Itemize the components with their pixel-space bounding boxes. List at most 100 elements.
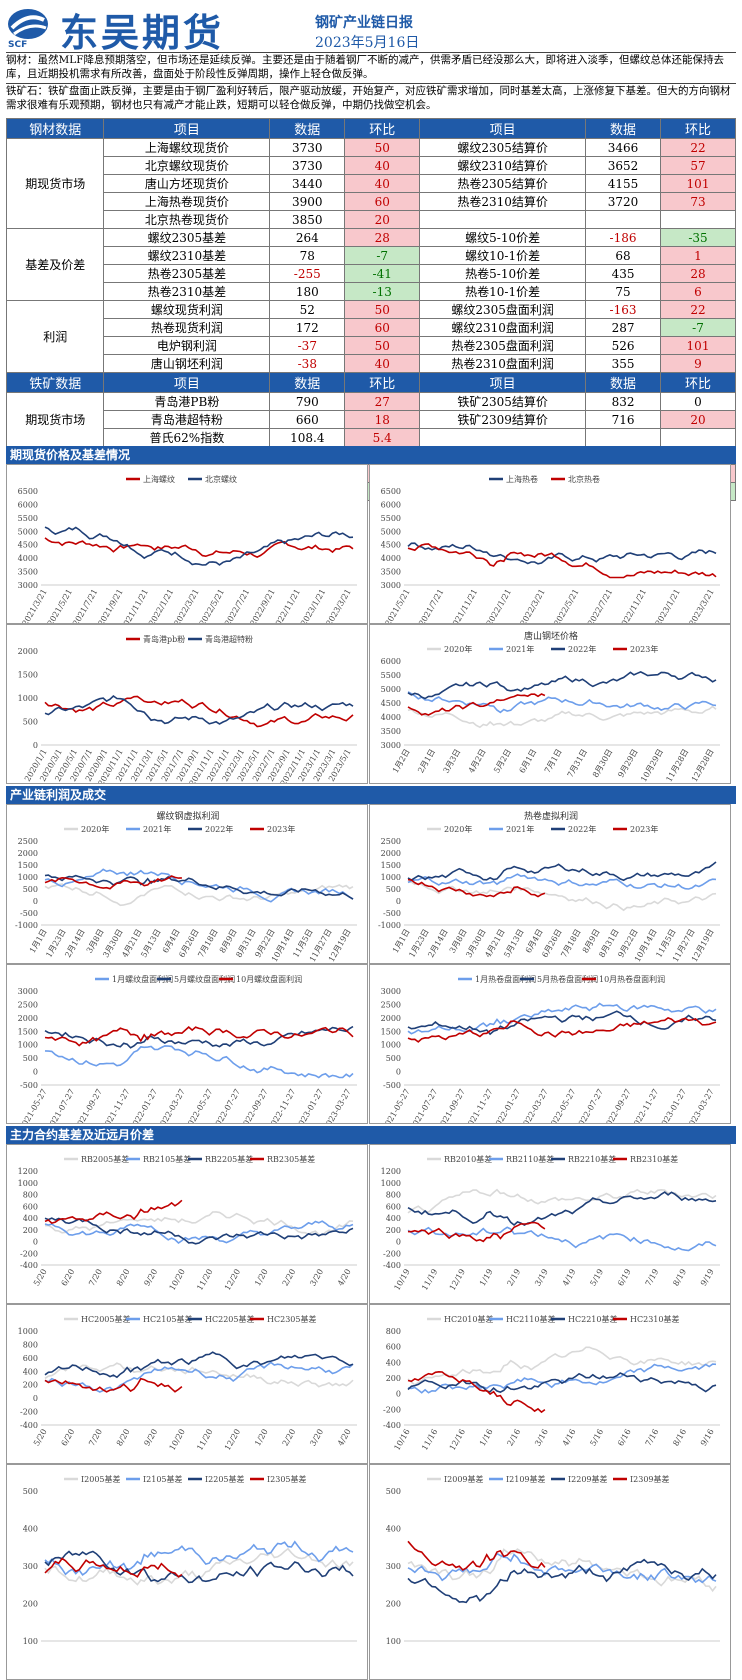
- x-tick-label: 3/19: [533, 1268, 550, 1288]
- x-tick-label: 2022/5/21: [198, 588, 226, 625]
- change-cell: [660, 428, 736, 447]
- chart-title: 热卷虚拟利润: [524, 810, 578, 822]
- x-tick-label: 2022-05-27: [184, 1088, 215, 1125]
- item-cell: 唐山钢坯利润: [103, 354, 271, 373]
- y-tick-label: 200: [23, 1381, 38, 1390]
- series-line: [407, 1558, 717, 1604]
- legend-label: 2022年: [568, 824, 596, 834]
- steel-commentary: 钢材：虽然MLF降息预期落空，但市场还是延续反弹。主要还是由于随着钢厂不断的减产…: [6, 52, 736, 82]
- series-line: [44, 1199, 183, 1224]
- column-header: 项目: [419, 118, 587, 139]
- legend-label: RB2005基差: [81, 1154, 129, 1164]
- item-cell: 热卷2305盘面利润: [419, 336, 587, 355]
- change-cell: 60: [344, 318, 421, 337]
- value-cell: 3730: [269, 138, 346, 157]
- line-chart: I2005基差 I2105基差 I2205基差 I2305基差 500 400 300 200…: [23, 1474, 357, 1646]
- group-label: 期现货市场: [5, 392, 105, 447]
- item-cell: 螺纹现货利润: [103, 300, 271, 319]
- change-cell: 57: [660, 156, 736, 175]
- x-tick-label: 1/20: [253, 1428, 270, 1448]
- table-row: 利润 螺纹现货利润 52 50 螺纹2305盘面利润 -163 22: [5, 300, 736, 373]
- x-tick-label: 2月1日: [416, 748, 437, 775]
- x-tick-label: 8/19: [671, 1268, 688, 1288]
- legend-label: I2205基差: [205, 1474, 245, 1484]
- legend-label: 2022年: [568, 644, 596, 654]
- legend-label: 2020年: [81, 824, 109, 834]
- x-tick-label: 11/16: [420, 1428, 439, 1452]
- chart-panel: 青岛港pb粉 青岛港超特粉 2000 1500 1000 500 0 2020/1/1 2020…: [6, 624, 368, 784]
- change-cell: 101: [660, 174, 736, 193]
- x-tick-label: 12/20: [223, 1428, 242, 1452]
- x-tick-label: 2021/7/21: [417, 588, 445, 625]
- series-line: [44, 1351, 354, 1379]
- series-line: [407, 1540, 546, 1571]
- x-tick-label: 2022-01-27: [491, 1088, 522, 1125]
- y-tick-label: 1200: [18, 1167, 38, 1176]
- y-tick-label: 800: [386, 1191, 401, 1200]
- x-tick-label: 10月29日: [639, 748, 665, 784]
- y-tick-label: -500: [383, 1081, 401, 1090]
- y-tick-label: 3000: [18, 987, 38, 996]
- chart-panel: 唐山钢坯价格 2020年 2021年 2022年 2023年 6000 5500 5000 45…: [369, 624, 731, 784]
- change-cell: -7: [344, 246, 421, 265]
- x-tick-label: 2021-09-27: [73, 1088, 104, 1125]
- change-cell: 50: [344, 138, 421, 157]
- y-tick-label: 300: [23, 1562, 38, 1571]
- y-tick-label: 1000: [18, 1179, 38, 1188]
- change-cell: -7: [660, 318, 736, 337]
- x-tick-label: 2023/3/21: [687, 588, 715, 625]
- x-tick-label: 3/20: [308, 1268, 325, 1288]
- line-chart: 螺纹钢虚拟利润 2020年 2021年 2022年 2023年 2500 2000 1500 1…: [15, 810, 357, 963]
- x-tick-label: 1/19: [478, 1268, 495, 1288]
- section-header-prices: 期现货价格及基差情况: [6, 446, 736, 464]
- value-cell: 75: [585, 282, 661, 301]
- y-tick-label: 300: [386, 1562, 401, 1571]
- column-header: 环比: [344, 118, 421, 139]
- legend-label: RB2205基差: [205, 1154, 253, 1164]
- y-tick-label: 0: [396, 897, 401, 906]
- x-tick-label: 2/20: [281, 1268, 298, 1288]
- item-cell: 热卷现货利润: [103, 318, 271, 337]
- chart-panel: RB2010基差 RB2110基差 RB2210基差 RB2310基差 1200 1000…: [369, 1144, 731, 1304]
- x-tick-label: 4/20: [336, 1268, 353, 1288]
- value-cell: -163: [585, 300, 661, 319]
- value-cell: 287: [585, 318, 661, 337]
- y-tick-label: 800: [386, 1327, 401, 1336]
- x-tick-label: 8/16: [671, 1428, 688, 1448]
- value-cell: 526: [585, 336, 661, 355]
- line-chart: 热卷虚拟利润 2020年 2021年 2022年 2023年 2500 2000 1500 10…: [378, 810, 720, 963]
- x-tick-label: 4/19: [561, 1268, 578, 1288]
- value-cell: 78: [269, 246, 346, 265]
- change-cell: 73: [660, 192, 736, 211]
- value-cell: -38: [269, 354, 346, 373]
- change-cell: 18: [344, 410, 421, 429]
- section-header-basis: 主力合约基差及近远月价差: [6, 1126, 736, 1144]
- y-tick-label: 500: [386, 885, 401, 894]
- x-tick-label: 6/20: [60, 1268, 77, 1288]
- x-tick-label: 5/19: [588, 1268, 605, 1288]
- y-tick-label: -1000: [15, 921, 38, 930]
- series-line: [407, 1191, 717, 1227]
- legend-label: I2009基差: [444, 1474, 484, 1484]
- item-cell: 螺纹5-10价差: [419, 228, 587, 247]
- x-tick-label: 7月1日: [543, 748, 564, 775]
- chart-panel: 1月热卷盘面利润 5月热卷盘面利润 10月热卷盘面利润 3000 2500 2000 150…: [369, 964, 731, 1124]
- table-row: 上海热卷现货价 3900 60 热卷2310结算价 3720 73: [7, 192, 736, 211]
- x-tick-label: 2/19: [505, 1268, 522, 1288]
- x-tick-label: 2023-01-27: [657, 1088, 688, 1125]
- legend-label: RB2210基差: [568, 1154, 616, 1164]
- y-tick-label: 5500: [18, 514, 38, 523]
- legend-label: I2209基差: [568, 1474, 608, 1484]
- line-chart: 上海螺纹 北京螺纹 6500 6000 5500 5000 4500 4000 3500 3000…: [18, 474, 357, 625]
- y-tick-label: 0: [396, 1238, 401, 1247]
- x-tick-label: 2022-03-27: [156, 1088, 187, 1125]
- report-date: 2023年5月16日: [315, 35, 420, 51]
- change-cell: 6: [660, 282, 736, 301]
- y-tick-label: 500: [23, 885, 38, 894]
- group-label: 基差及价差: [5, 228, 105, 301]
- item-cell: 热卷10-1价差: [419, 282, 587, 301]
- series-line: [407, 691, 717, 714]
- x-tick-label: 8月30日: [591, 748, 614, 780]
- legend-label: HC2210基差: [568, 1314, 617, 1324]
- x-tick-label: 7/19: [644, 1268, 661, 1288]
